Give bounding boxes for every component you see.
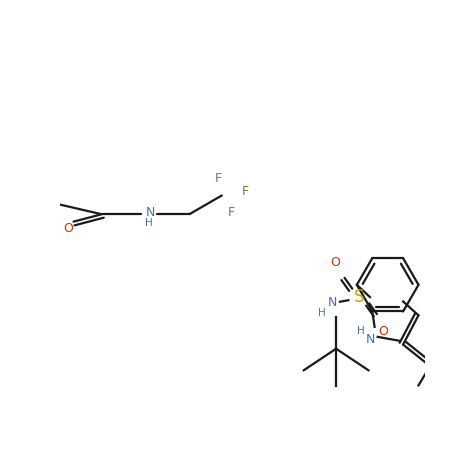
Text: F: F <box>214 172 221 185</box>
Text: H: H <box>357 327 365 337</box>
Text: O: O <box>63 222 73 235</box>
Text: H: H <box>319 308 326 318</box>
Text: F: F <box>228 206 235 219</box>
Text: N: N <box>146 206 155 219</box>
Text: O: O <box>378 325 388 338</box>
Text: H: H <box>145 218 153 228</box>
Text: N: N <box>328 296 337 309</box>
Text: F: F <box>241 185 248 198</box>
Text: S: S <box>354 288 365 306</box>
Text: N: N <box>366 333 375 346</box>
Text: O: O <box>330 256 340 269</box>
